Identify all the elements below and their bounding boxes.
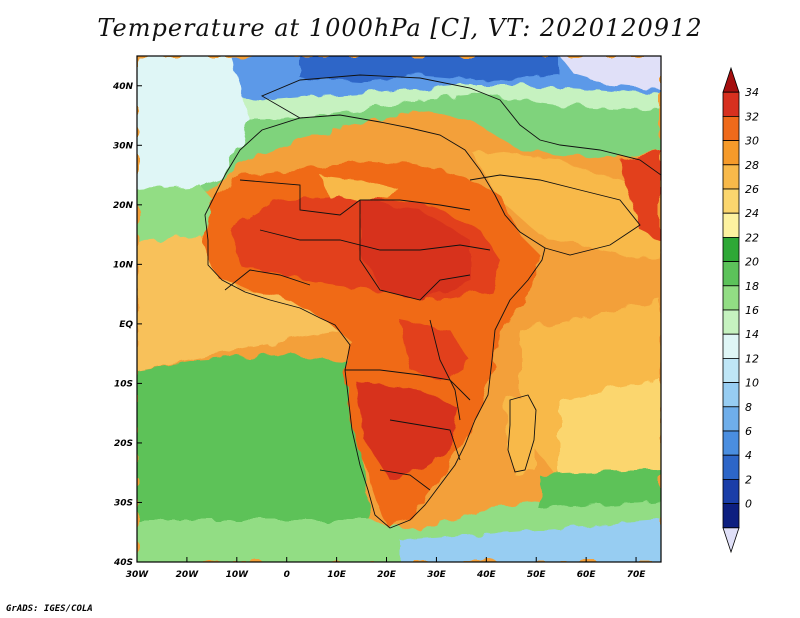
colorbar-swatch [722, 382, 740, 408]
colorbar-label: 6 [745, 425, 752, 438]
colorbar-swatch [722, 236, 740, 262]
colorbar-swatch [722, 357, 740, 383]
colorbar-label: 22 [745, 231, 759, 244]
colorbar-swatch [722, 66, 740, 93]
colorbar-label: 32 [745, 110, 759, 123]
colorbar-label: 4 [745, 449, 752, 462]
lon-tick-label: 40E [476, 570, 497, 580]
colorbar-swatch [722, 116, 740, 142]
colorbar-label: 8 [745, 401, 752, 414]
colorbar-swatch [722, 406, 740, 432]
lat-tick-label: 30S [114, 498, 133, 508]
colorbar-label: 18 [745, 280, 759, 293]
colorbar-swatch [722, 430, 740, 456]
map-title: Temperature at 1000hPa [C], VT: 20201209… [97, 14, 703, 42]
colorbar-label: 34 [745, 86, 759, 99]
lon-tick-label: 10W [226, 570, 250, 580]
lat-tick-label: 10S [114, 379, 133, 389]
colorbar-swatch [722, 527, 740, 554]
colorbar-label: 30 [745, 135, 759, 148]
lon-tick-label: 10E [327, 570, 347, 580]
lat-tick-label: 20S [114, 439, 133, 449]
colorbar-swatch [722, 188, 740, 214]
lon-tick-label: 30E [427, 570, 447, 580]
colorbar-swatch [722, 333, 740, 359]
lat-tick-label: 30N [113, 141, 134, 151]
temperature-field [137, 56, 661, 562]
lat-tick-label: 40N [112, 82, 134, 92]
lon-tick-label: 20E [377, 570, 397, 580]
colorbar-swatch [722, 478, 740, 504]
colorbar-swatch [722, 309, 740, 335]
colorbar-swatch [722, 212, 740, 238]
colorbar-swatch [722, 503, 740, 529]
colorbar-label: 10 [745, 377, 759, 390]
longitude-axis: 30W 20W 10W 0 10E 20E 30E 40E 50E 60E 70E [126, 557, 646, 580]
lat-tick-label: EQ [119, 320, 133, 330]
colorbar-swatch [722, 285, 740, 311]
colorbar-label: 0 [745, 498, 752, 511]
lon-tick-label: 0 [284, 570, 290, 580]
lon-tick-label: 70E [627, 570, 647, 580]
colorbar-label: 28 [745, 159, 759, 172]
lat-tick-label: 40S [113, 558, 133, 568]
coastlines [204, 74, 661, 529]
lon-tick-label: 20W [176, 570, 200, 580]
colorbar-label: 26 [745, 183, 759, 196]
lon-tick-label: 30W [126, 570, 150, 580]
colorbar-label: 16 [745, 304, 759, 317]
grads-credit: GrADS: IGES/COLA [6, 604, 93, 614]
colorbar-label: 2 [745, 473, 752, 486]
colorbar-swatch [722, 91, 740, 117]
colorbar-label: 14 [745, 328, 759, 341]
plot-frame [136, 55, 662, 563]
lon-tick-label: 50E [527, 570, 547, 580]
lon-tick-label: 60E [577, 570, 597, 580]
colorbar-label: 12 [745, 352, 759, 365]
colorbar-swatch [722, 454, 740, 480]
lat-tick-label: 20N [113, 201, 134, 211]
latitude-axis: 40N 30N 20N 10N EQ 10S 20S 30S 40S [112, 82, 142, 568]
colorbar-swatch [722, 261, 740, 287]
colorbar-swatch [722, 140, 740, 166]
colorbar-label: 24 [745, 207, 759, 220]
colorbar-swatch [722, 164, 740, 190]
lat-tick-label: 10N [113, 260, 134, 270]
colorbar-label: 20 [745, 256, 759, 269]
